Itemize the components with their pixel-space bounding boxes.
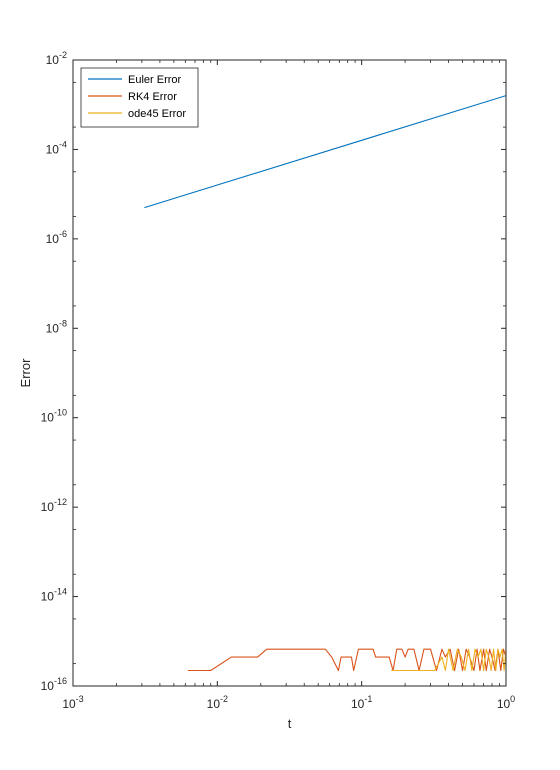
y-tick-label: 10-6: [46, 229, 67, 246]
x-tick-label: 10-1: [351, 694, 372, 711]
plot-frame: [72, 59, 507, 687]
x-axis-label: t: [288, 716, 292, 731]
x-tick-label: 10-2: [207, 694, 228, 711]
series-line-3: [391, 648, 506, 672]
y-tick-label: 10-4: [46, 139, 67, 156]
legend-label-3: ode45 Error: [128, 108, 186, 120]
y-tick-label: 10-8: [46, 318, 67, 335]
y-tick-label: 10-10: [41, 408, 67, 425]
x-tick-label: 100: [497, 694, 515, 711]
x-tick-label: 10-3: [62, 694, 83, 711]
y-tick-label: 10-14: [41, 587, 67, 604]
y-tick-label: 10-2: [46, 50, 67, 67]
y-tick-label: 10-12: [41, 497, 67, 514]
series-line-2: [187, 648, 506, 672]
series-layer: [144, 95, 506, 672]
ticks-layer: 10-3 10-2 10-1 100 10-16 10-14 10-12 10-10 10-8 1…: [41, 50, 516, 711]
series-line-1: [144, 95, 506, 209]
legend-label-2: RK4 Error: [128, 91, 177, 103]
plot-area: [73, 60, 506, 686]
legend-box: [80, 67, 199, 128]
legend: Euler Error RK4 Error ode45 Error: [80, 67, 199, 128]
y-tick-label: 10-16: [41, 676, 67, 693]
y-axis-label: Error: [18, 358, 33, 388]
legend-label-1: Euler Error: [128, 74, 182, 86]
